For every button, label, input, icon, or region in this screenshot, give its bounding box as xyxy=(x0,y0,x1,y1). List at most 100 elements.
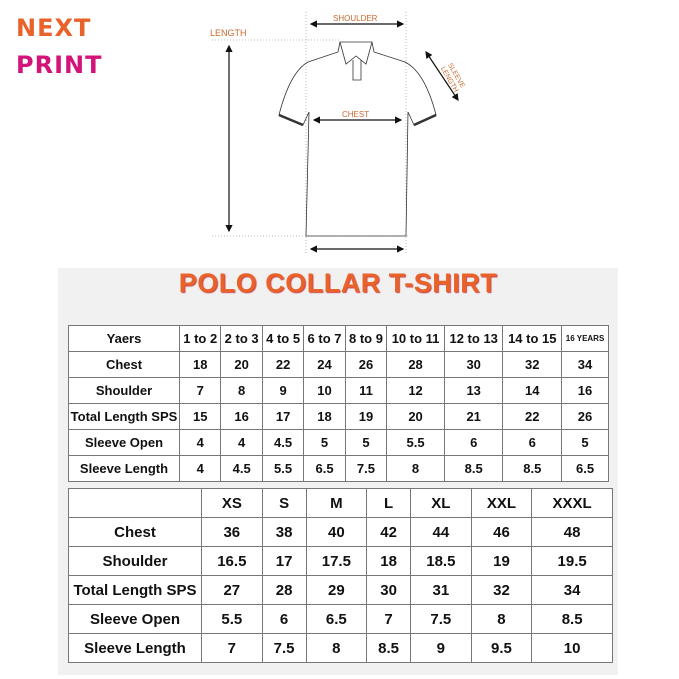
shoulder-label: SHOULDER xyxy=(333,14,378,23)
table-cell: 6 to 7 xyxy=(303,325,346,352)
table-cell: 28 xyxy=(261,575,307,605)
table-cell: 4 xyxy=(178,455,222,482)
table-row: Sleeve Length 4 4.5 5.5 6.5 7.5 8 8.5 8.5 6.5 xyxy=(68,455,609,482)
table-row: Shoulder 7 8 9 10 11 12 13 14 16 xyxy=(68,377,609,404)
table-cell: 11 xyxy=(344,377,388,404)
table-cell: 4 xyxy=(220,429,263,456)
table-cell: 12 xyxy=(386,377,445,404)
table-cell: L xyxy=(366,488,412,518)
table-cell: XS xyxy=(201,488,263,518)
table-cell: 19 xyxy=(344,403,388,430)
row-label: Sleeve Open xyxy=(68,429,180,456)
table-cell: XXXL xyxy=(531,488,613,518)
row-label: Shoulder xyxy=(68,377,180,404)
table-cell: 5 xyxy=(303,429,346,456)
table-row: Chest 18 20 22 24 26 28 30 32 34 xyxy=(68,351,609,378)
table-cell: 46 xyxy=(470,517,533,547)
table-cell: 8.5 xyxy=(502,455,563,482)
row-label: Sleeve Open xyxy=(68,604,202,634)
table-row: Sleeve Open 5.5 6 6.5 7 7.5 8 8.5 xyxy=(68,604,613,634)
table-cell: 7 xyxy=(366,604,412,634)
table-cell: 34 xyxy=(531,575,613,605)
table-cell: 6.5 xyxy=(303,455,346,482)
table-cell: 7 xyxy=(178,377,222,404)
table-cell: 26 xyxy=(561,403,609,430)
table-cell: 32 xyxy=(470,575,533,605)
table-cell: 44 xyxy=(410,517,472,547)
table-cell: 29 xyxy=(305,575,368,605)
table-cell: 1 to 2 xyxy=(178,325,222,352)
table-cell: 6 xyxy=(502,429,563,456)
table-cell: 13 xyxy=(443,377,504,404)
table-cell: 8 xyxy=(386,455,445,482)
logo-print: PRINT xyxy=(16,51,103,79)
table-cell: 7.5 xyxy=(344,455,388,482)
logo-next: NEXT xyxy=(16,14,92,42)
table-cell: 17.5 xyxy=(305,546,368,576)
table-cell: 10 xyxy=(303,377,346,404)
table-cell: 9 xyxy=(410,633,472,663)
table-header-row: XS S M L XL XXL XXXL xyxy=(68,488,613,518)
table-cell: 27 xyxy=(201,575,263,605)
table-cell: 20 xyxy=(386,403,445,430)
table-cell: 5.5 xyxy=(201,604,263,634)
table-cell: 7 xyxy=(201,633,263,663)
table-cell: 16 xyxy=(220,403,263,430)
table-cell: M xyxy=(305,488,368,518)
table-cell: 17 xyxy=(261,403,305,430)
table-cell: 5 xyxy=(561,429,609,456)
length-label: LENGTH xyxy=(210,28,247,38)
table-cell: 22 xyxy=(502,403,563,430)
table-cell: 28 xyxy=(386,351,445,378)
row-label xyxy=(68,488,202,518)
table-cell: 17 xyxy=(261,546,307,576)
row-label: Chest xyxy=(68,517,202,547)
table-cell: 4 xyxy=(178,429,222,456)
table-cell: 10 xyxy=(531,633,613,663)
table-cell: 18.5 xyxy=(410,546,472,576)
table-cell: 38 xyxy=(261,517,307,547)
table-cell: 6 xyxy=(443,429,504,456)
row-label: Sleeve Length xyxy=(68,455,180,482)
table-cell: 16.5 xyxy=(201,546,263,576)
table-cell: 7.5 xyxy=(410,604,472,634)
row-label: Shoulder xyxy=(68,546,202,576)
table-cell: XXL xyxy=(470,488,533,518)
chart-title: POLO COLLAR T-SHIRT xyxy=(178,268,498,298)
table-cell: S xyxy=(261,488,307,518)
row-label: Sleeve Length xyxy=(68,633,202,663)
table-cell: 6.5 xyxy=(561,455,609,482)
table-cell: 48 xyxy=(531,517,613,547)
table-cell: 10 to 11 xyxy=(386,325,445,352)
table-cell: 19 xyxy=(470,546,533,576)
table-row: Total Length SPS 27 28 29 30 31 32 34 xyxy=(68,575,613,605)
table-cell: 18 xyxy=(178,351,222,378)
table-cell: XL xyxy=(410,488,472,518)
adult-size-table: XS S M L XL XXL XXXL Chest 36 38 40 42 44 46 48 Shoulde… xyxy=(68,488,613,663)
table-cell: 26 xyxy=(344,351,388,378)
table-cell: 8.5 xyxy=(366,633,412,663)
table-cell: 4 to 5 xyxy=(261,325,305,352)
table-row: Sleeve Open 4 4 4.5 5 5 5.5 6 6 5 xyxy=(68,429,609,456)
table-cell: 8 xyxy=(305,633,368,663)
table-cell: 15 xyxy=(178,403,222,430)
table-cell: 5.5 xyxy=(386,429,445,456)
table-cell: 9.5 xyxy=(470,633,533,663)
table-cell: 18 xyxy=(366,546,412,576)
table-row: Total Length SPS 15 16 17 18 19 20 21 22 26 xyxy=(68,403,609,430)
table-cell: 8.5 xyxy=(443,455,504,482)
table-cell: 8.5 xyxy=(531,604,613,634)
table-cell: 4.5 xyxy=(220,455,263,482)
table-cell: 12 to 13 xyxy=(443,325,504,352)
table-cell: 18 xyxy=(303,403,346,430)
row-label: Yaers xyxy=(68,325,180,352)
table-cell: 30 xyxy=(443,351,504,378)
table-cell: 4.5 xyxy=(261,429,305,456)
table-cell: 8 to 9 xyxy=(344,325,388,352)
row-label: Total Length SPS xyxy=(68,575,202,605)
table-cell: 14 xyxy=(502,377,563,404)
table-cell: 9 xyxy=(261,377,305,404)
table-cell: 31 xyxy=(410,575,472,605)
